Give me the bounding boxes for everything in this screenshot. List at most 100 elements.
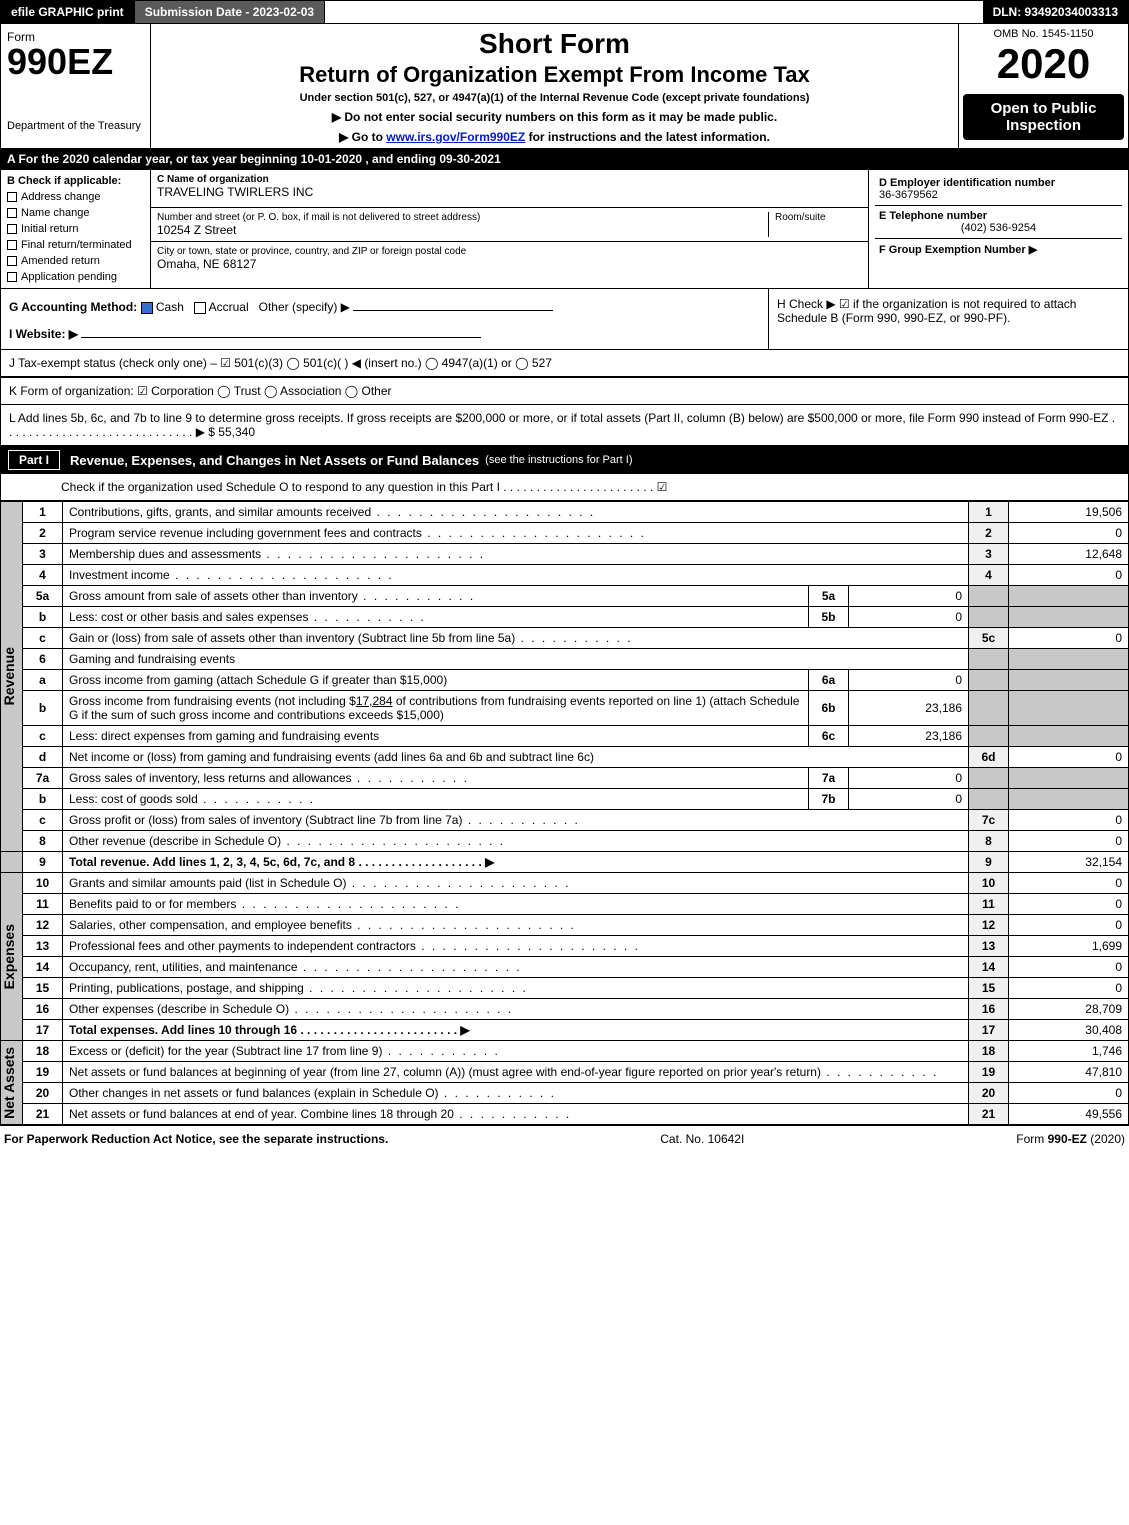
r7a-num: 7a xyxy=(23,768,63,789)
cb-amended-return[interactable]: Amended return xyxy=(7,253,144,269)
cb-final-return[interactable]: Final return/terminated xyxy=(7,237,144,253)
irs-link[interactable]: www.irs.gov/Form990EZ xyxy=(386,130,525,144)
r18-num: 18 xyxy=(23,1041,63,1062)
dln-label: DLN: 93492034003313 xyxy=(983,1,1128,23)
r2-rn: 2 xyxy=(969,523,1009,544)
footer-right-pre: Form xyxy=(1016,1132,1047,1146)
r6b-greyrn xyxy=(969,691,1009,726)
r16-num: 16 xyxy=(23,999,63,1020)
box-l-amount: 55,340 xyxy=(218,425,255,439)
r5a-num: 5a xyxy=(23,586,63,607)
org-name: TRAVELING TWIRLERS INC xyxy=(157,185,862,199)
cb-application-pending[interactable]: Application pending xyxy=(7,269,144,285)
r12-rn: 12 xyxy=(969,915,1009,936)
r7b-sv: 0 xyxy=(849,789,969,810)
goto-pre: ▶ Go to xyxy=(339,130,386,144)
r6c-num: c xyxy=(23,726,63,747)
r5c-num: c xyxy=(23,628,63,649)
r6a-text: Gross income from gaming (attach Schedul… xyxy=(63,670,809,691)
r4-rn: 4 xyxy=(969,565,1009,586)
box-l-text: L Add lines 5b, 6c, and 7b to line 9 to … xyxy=(9,411,1115,439)
r6-num: 6 xyxy=(23,649,63,670)
r6d-text: Net income or (loss) from gaming and fun… xyxy=(63,747,969,768)
website-field[interactable] xyxy=(81,324,481,338)
r8-num: 8 xyxy=(23,831,63,852)
city-value: Omaha, NE 68127 xyxy=(157,257,862,271)
dept-label: Department of the Treasury xyxy=(7,120,144,132)
r11-num: 11 xyxy=(23,894,63,915)
box-k: K Form of organization: ☑ Corporation ◯ … xyxy=(0,378,1129,405)
footer-right-post: (2020) xyxy=(1087,1132,1125,1146)
r12-num: 12 xyxy=(23,915,63,936)
label-other: Other (specify) ▶ xyxy=(259,300,350,314)
r1-num: 1 xyxy=(23,502,63,523)
r6b-num: b xyxy=(23,691,63,726)
r5a-greyval xyxy=(1009,586,1129,607)
r1-text: Contributions, gifts, grants, and simila… xyxy=(63,502,969,523)
r1-rn: 1 xyxy=(969,502,1009,523)
cb-name-change[interactable]: Name change xyxy=(7,205,144,221)
r6a-greyval xyxy=(1009,670,1129,691)
footer-left: For Paperwork Reduction Act Notice, see … xyxy=(4,1132,388,1146)
efile-tab: efile GRAPHIC print xyxy=(1,1,135,23)
box-c-block: C Name of organization TRAVELING TWIRLER… xyxy=(151,170,868,288)
top-bar: efile GRAPHIC print Submission Date - 20… xyxy=(0,0,1129,24)
r16-val: 28,709 xyxy=(1009,999,1129,1020)
r4-num: 4 xyxy=(23,565,63,586)
cb-cash[interactable] xyxy=(141,302,153,314)
under-section-text: Under section 501(c), 527, or 4947(a)(1)… xyxy=(161,92,948,104)
r6c-greyval xyxy=(1009,726,1129,747)
r15-text: Printing, publications, postage, and shi… xyxy=(63,978,969,999)
r5c-text: Gain or (loss) from sale of assets other… xyxy=(63,628,969,649)
r6a-num: a xyxy=(23,670,63,691)
r6c-sv: 23,186 xyxy=(849,726,969,747)
r12-val: 0 xyxy=(1009,915,1129,936)
r13-rn: 13 xyxy=(969,936,1009,957)
r7b-text: Less: cost of goods sold xyxy=(63,789,809,810)
r19-rn: 19 xyxy=(969,1062,1009,1083)
tax-year: 2020 xyxy=(963,40,1124,88)
other-specify-field[interactable] xyxy=(353,297,553,311)
r16-rn: 16 xyxy=(969,999,1009,1020)
r7b-sl: 7b xyxy=(809,789,849,810)
r14-rn: 14 xyxy=(969,957,1009,978)
cb-accrual[interactable] xyxy=(194,302,206,314)
r5c-val: 0 xyxy=(1009,628,1129,649)
cb-label-address: Address change xyxy=(21,191,101,203)
r6b-sl: 6b xyxy=(809,691,849,726)
bcdef-block: B Check if applicable: Address change Na… xyxy=(0,170,1129,289)
r6a-greyrn xyxy=(969,670,1009,691)
r20-val: 0 xyxy=(1009,1083,1129,1104)
line-a-tax-year: A For the 2020 calendar year, or tax yea… xyxy=(0,149,1129,170)
r21-rn: 21 xyxy=(969,1104,1009,1125)
form-id-block: Form 990EZ Department of the Treasury xyxy=(1,24,151,148)
box-j: J Tax-exempt status (check only one) – ☑… xyxy=(0,350,1129,377)
box-f-label: F Group Exemption Number ▶ xyxy=(879,243,1118,256)
box-b-checkboxes: B Check if applicable: Address change Na… xyxy=(1,170,151,288)
box-l: L Add lines 5b, 6c, and 7b to line 9 to … xyxy=(0,405,1129,446)
r6b-text: Gross income from fundraising events (no… xyxy=(63,691,809,726)
r8-val: 0 xyxy=(1009,831,1129,852)
r6b-greyval xyxy=(1009,691,1129,726)
r17-val: 30,408 xyxy=(1009,1020,1129,1041)
cb-label-final: Final return/terminated xyxy=(21,239,132,251)
r5b-num: b xyxy=(23,607,63,628)
r6d-val: 0 xyxy=(1009,747,1129,768)
r3-num: 3 xyxy=(23,544,63,565)
r5b-sv: 0 xyxy=(849,607,969,628)
expenses-side-label: Expenses xyxy=(1,924,17,989)
line-a-text: A For the 2020 calendar year, or tax yea… xyxy=(1,149,507,169)
form-title-block: Short Form Return of Organization Exempt… xyxy=(151,24,958,148)
r19-text: Net assets or fund balances at beginning… xyxy=(63,1062,969,1083)
r17-rn: 17 xyxy=(969,1020,1009,1041)
cb-address-change[interactable]: Address change xyxy=(7,189,144,205)
r6-text: Gaming and fundraising events xyxy=(63,649,969,670)
cb-label-amended: Amended return xyxy=(21,255,100,267)
city-label: City or town, state or province, country… xyxy=(157,246,862,257)
open-to-public-badge: Open to Public Inspection xyxy=(963,94,1124,140)
box-i-label: I Website: ▶ xyxy=(9,327,78,341)
cb-initial-return[interactable]: Initial return xyxy=(7,221,144,237)
r20-num: 20 xyxy=(23,1083,63,1104)
r5a-sl: 5a xyxy=(809,586,849,607)
r6d-rn: 6d xyxy=(969,747,1009,768)
